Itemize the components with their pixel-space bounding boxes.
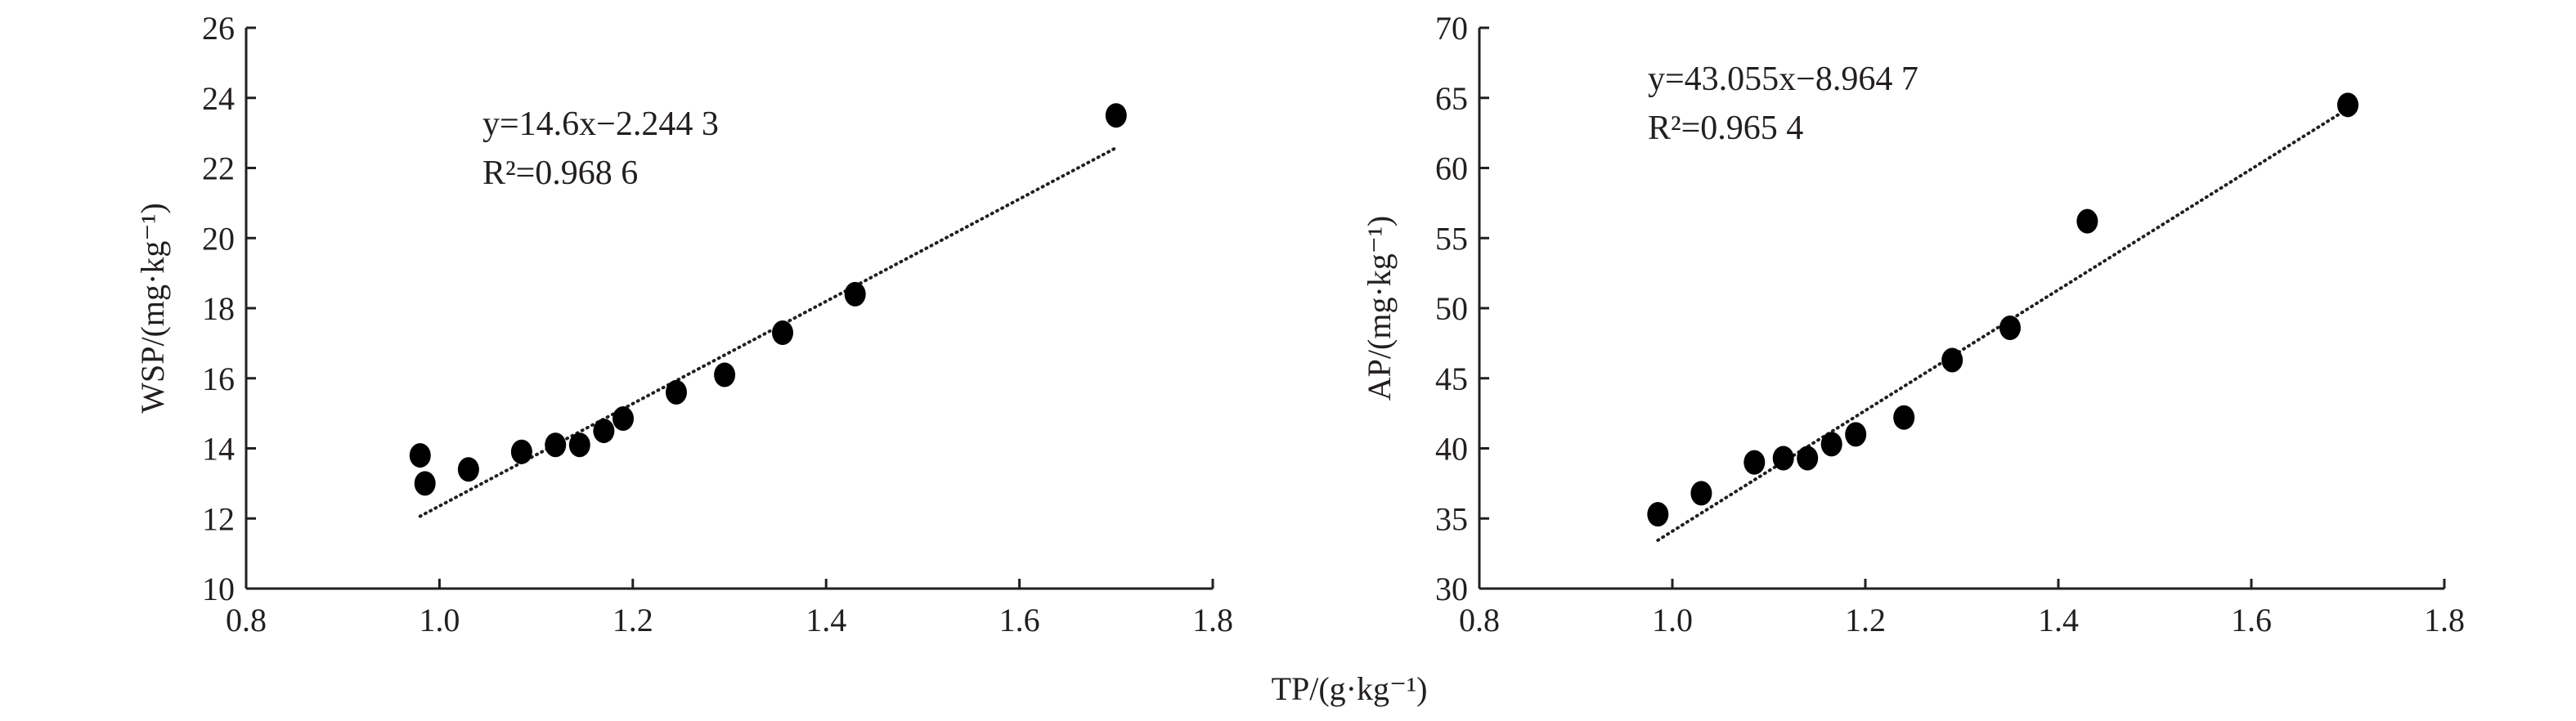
trend-line [418,146,1118,518]
data-point [409,443,431,468]
y-tick-label: 26 [202,10,235,47]
x-tick-label: 1.2 [1845,602,1886,638]
data-point [665,379,687,405]
data-point [593,419,615,444]
data-point [414,471,436,496]
x-tick-label: 1.6 [999,602,1040,638]
data-point [1744,450,1766,475]
data-point [612,406,634,432]
y-axis-label: AP/(mg·kg⁻¹) [1361,216,1398,401]
r-squared: R²=0.968 6 [482,154,638,192]
data-point [1647,502,1669,527]
data-point [1845,422,1867,447]
data-point [844,281,866,307]
x-tick-label: 0.8 [1459,602,1500,638]
data-point [2337,92,2358,118]
x-tick-label: 1.8 [1192,602,1233,638]
data-point [1999,316,2021,341]
y-tick-label: 70 [1435,10,1468,47]
y-tick-label: 45 [1435,360,1468,397]
data-point [1105,103,1127,128]
data-point [1941,347,1963,373]
data-point [714,362,736,387]
r-squared: R²=0.965 4 [1648,110,1803,147]
x-tick-label: 1.0 [419,602,460,638]
chart-ap-vs-tp: 30 35 40 45 50 55 60 65 70 0.8 1.0 1.2 1.4 1.6 1.8 AP/(… [1361,10,2465,638]
y-tick-label: 40 [1435,431,1468,468]
x-tick-label: 1.0 [1652,602,1693,638]
y-tick-label: 16 [202,360,235,397]
x-tick-label: 1.4 [2038,602,2079,638]
y-axis-label: WSP/(mg·kg⁻¹) [134,203,171,414]
data-point [457,457,479,482]
data-point [545,432,567,458]
x-tick-label: 1.6 [2231,602,2272,638]
data-point [1772,446,1794,471]
y-tick-label: 60 [1435,150,1468,187]
y-tick-label: 22 [202,150,235,187]
y-tick-label: 50 [1435,290,1468,327]
x-tick-label: 0.8 [226,602,267,638]
x-tick-label: 1.2 [613,602,653,638]
data-point [1820,432,1842,457]
data-point [510,439,532,464]
data-point [1797,446,1819,471]
data-point [2076,208,2098,234]
x-tick-label: 1.8 [2424,602,2465,638]
data-point [568,432,590,458]
y-tick-label: 65 [1435,80,1468,117]
y-tick-label: 24 [202,80,235,117]
y-tick-label: 10 [202,571,235,607]
x-axis-label: TP/(g·kg⁻¹) [1272,670,1428,707]
y-tick-label: 20 [202,220,235,257]
y-tick-label: 35 [1435,500,1468,537]
data-point [1690,481,1712,506]
y-tick-label: 12 [202,500,235,537]
data-point [772,320,794,346]
regression-equation: y=43.055x−8.964 7 [1648,60,1919,98]
y-tick-label: 55 [1435,220,1468,257]
data-point [1893,405,1915,430]
y-tick-label: 18 [202,290,235,327]
chart-wsp-vs-tp: 10 12 14 16 18 20 22 24 26 0.8 1.0 1.2 1.4 1.6 1.8 WSP/… [134,10,1233,638]
x-tick-label: 1.4 [806,602,846,638]
y-tick-label: 14 [202,431,235,468]
y-tick-label: 30 [1435,571,1468,607]
regression-equation: y=14.6x−2.244 3 [482,105,719,143]
